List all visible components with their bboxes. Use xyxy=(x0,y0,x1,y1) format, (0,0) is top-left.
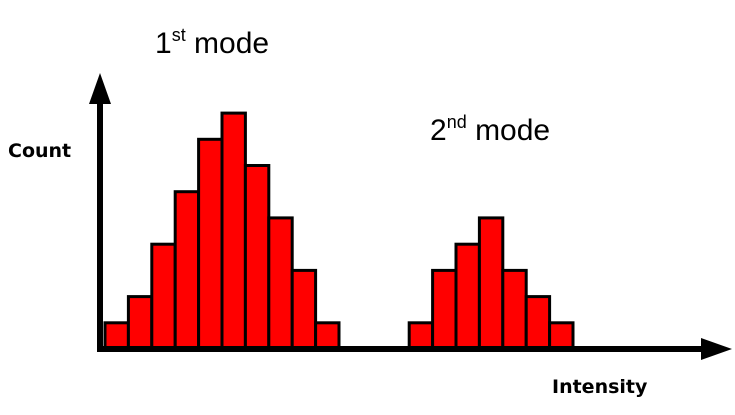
histogram-bar xyxy=(243,164,271,351)
histogram-bar xyxy=(126,295,154,351)
histogram-bar xyxy=(501,268,528,351)
histogram-bar xyxy=(431,268,458,351)
x-axis-label: Intensity xyxy=(552,376,648,398)
y-axis-arrow xyxy=(89,73,111,104)
first-mode-number: 1 xyxy=(155,27,172,60)
second-mode-annotation: 2nd mode xyxy=(430,112,551,148)
histogram-bar xyxy=(407,321,435,351)
y-axis-label: Count xyxy=(8,140,72,162)
histogram-bar xyxy=(173,190,201,351)
first-mode-text: mode xyxy=(194,27,270,60)
second-mode-number: 2 xyxy=(430,114,447,147)
histogram-bars xyxy=(103,111,575,351)
histogram-bar xyxy=(197,137,224,351)
second-mode-text: mode xyxy=(475,114,551,147)
first-mode-annotation: 1st mode xyxy=(155,25,270,61)
x-axis-arrow xyxy=(701,338,732,360)
histogram-bar xyxy=(477,216,505,351)
histogram-bar xyxy=(103,321,130,351)
histogram-bar xyxy=(314,321,341,351)
histogram-bar xyxy=(267,216,294,351)
histogram-bar xyxy=(290,268,318,351)
histogram-bar xyxy=(548,321,575,351)
histogram-bar xyxy=(524,295,552,351)
second-mode-suffix: nd xyxy=(446,112,467,132)
histogram-bar xyxy=(454,242,481,351)
histogram-bar xyxy=(220,111,247,351)
histogram-bar xyxy=(150,242,177,351)
first-mode-suffix: st xyxy=(171,25,186,45)
